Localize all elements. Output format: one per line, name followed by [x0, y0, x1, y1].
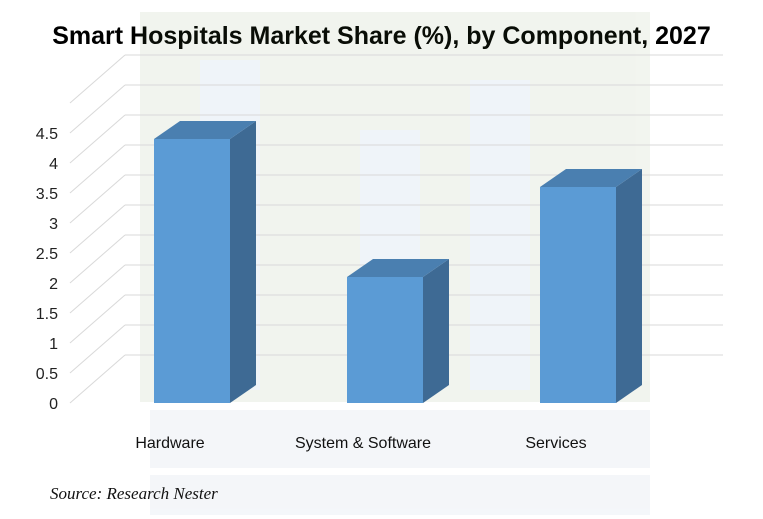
source-note: Source: Research Nester [50, 484, 218, 503]
gridline-side [69, 144, 126, 194]
gridline-side [69, 54, 126, 104]
bar-group [540, 169, 642, 403]
gridline-side [69, 354, 126, 404]
bar-top [347, 259, 449, 277]
chart-title: Smart Hospitals Market Share (%), by Com… [52, 22, 711, 50]
y-tick-label: 3 [49, 216, 58, 233]
bar-side [616, 169, 642, 403]
gridline-side [69, 324, 126, 374]
y-tick-label: 1.5 [36, 306, 58, 323]
gridline-side [69, 84, 126, 134]
bar [540, 187, 616, 403]
bar-group [154, 121, 256, 403]
bar [154, 139, 230, 403]
bar-top [540, 169, 642, 187]
bar-group [347, 259, 449, 403]
y-tick-label: 2.5 [36, 246, 58, 263]
bar-top [154, 121, 256, 139]
gridline-side [69, 114, 126, 164]
gridline-side [69, 294, 126, 344]
x-tick-label: System & Software [295, 435, 431, 452]
gridline-side [69, 174, 126, 224]
y-tick-label: 0.5 [36, 366, 58, 383]
bar-side [423, 259, 449, 403]
y-tick-label: 1 [49, 336, 58, 353]
gridline-side [69, 264, 126, 314]
y-tick-label: 3.5 [36, 186, 58, 203]
y-tick-label: 4 [49, 156, 58, 173]
x-tick-label: Services [525, 435, 586, 452]
bars [154, 121, 642, 403]
x-tick-label: Hardware [135, 435, 204, 452]
y-tick-label: 2 [49, 276, 58, 293]
y-tick-label: 4.5 [36, 126, 58, 143]
y-axis: 0 0.5 1 1.5 2 2.5 3 3.5 4 4.5 [36, 126, 58, 413]
bar-side [230, 121, 256, 403]
gridline-side [69, 204, 126, 254]
gridline-side [69, 234, 126, 284]
x-axis: Hardware System & Software Services [135, 435, 586, 452]
y-tick-label: 0 [49, 396, 58, 413]
bar [347, 277, 423, 403]
